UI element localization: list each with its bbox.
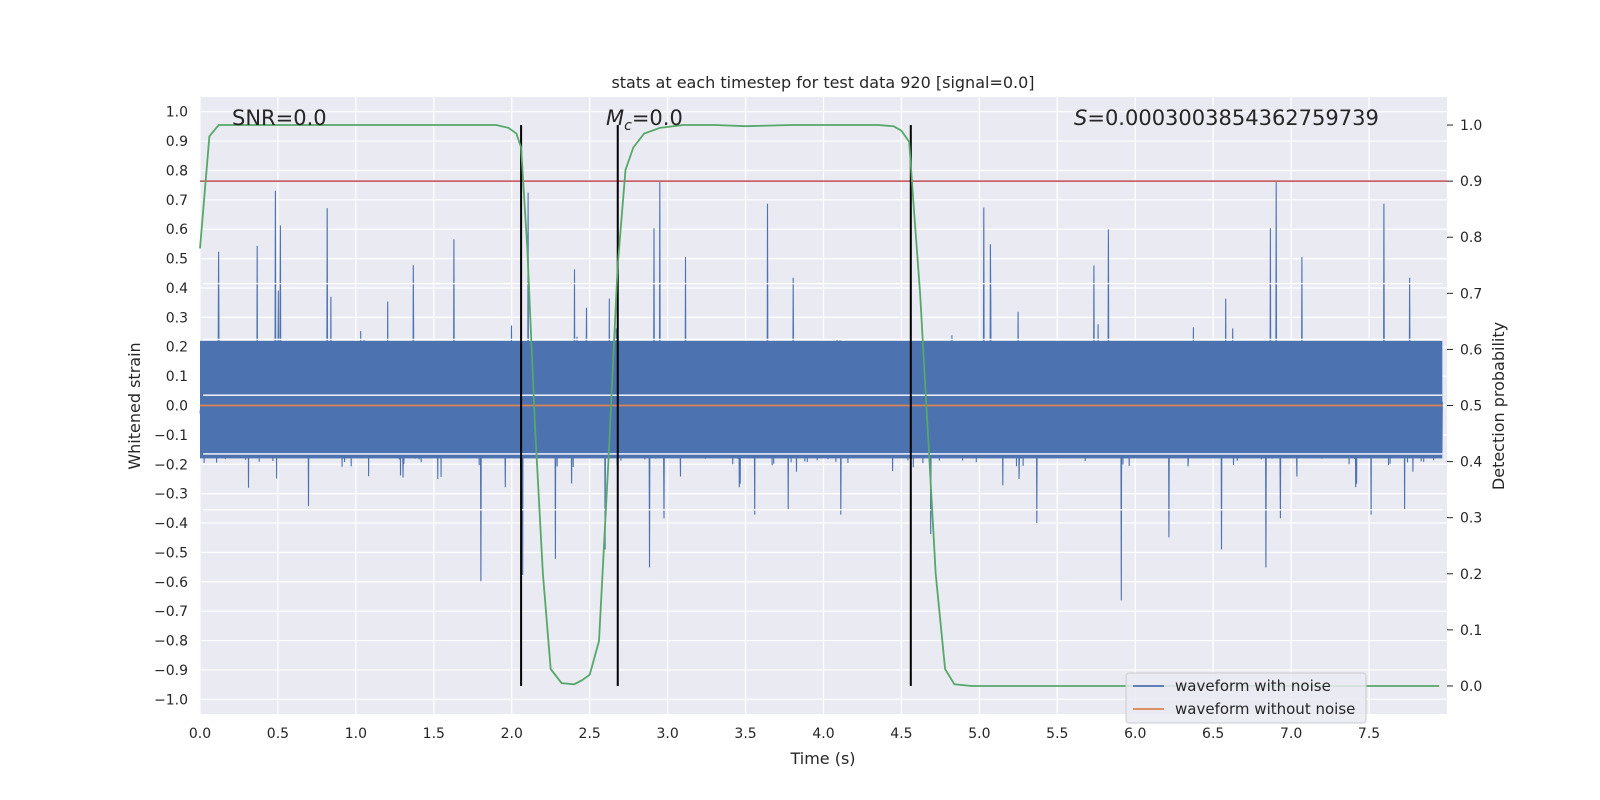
y-right-tick-label: 0.6 <box>1460 342 1482 358</box>
white-lines <box>203 282 1443 511</box>
legend-label-clean: waveform without noise <box>1175 700 1355 718</box>
y-axis-label: Whitened strain <box>125 342 144 469</box>
s-annotation: S=0.0003003854362759739 <box>1074 106 1379 130</box>
x-tick-label: 1.0 <box>345 726 367 742</box>
s-symbol: S <box>1074 106 1087 130</box>
y-right-tick-label: 0.2 <box>1460 567 1482 583</box>
detection-probability-line <box>199 124 1440 687</box>
x-axis-label: Time (s) <box>789 749 855 768</box>
y-tick-label: 1.0 <box>166 105 188 121</box>
y-tick-label: 0.6 <box>166 222 188 238</box>
y-tick-label: −0.1 <box>154 428 188 444</box>
y-tick-label: 0.2 <box>166 340 188 356</box>
chirp-mass-annotation: Mc=0.0 <box>606 106 683 134</box>
y-right-tick-label: 0.1 <box>1460 623 1482 639</box>
y-right-tick-label: 0.7 <box>1460 286 1482 302</box>
chirp-mass-value: =0.0 <box>632 106 683 130</box>
chirp-mass-symbol: M <box>606 106 624 130</box>
y-right-tick-label: 0.5 <box>1460 399 1482 415</box>
noise-series <box>199 182 1443 601</box>
y-right-tick-label: 0.3 <box>1460 511 1482 527</box>
snr-annotation: SNR=0.0 <box>232 106 327 130</box>
x-tick-label: 1.5 <box>423 726 445 742</box>
y-tick-label: 0.5 <box>166 252 188 268</box>
y-right-tick-label: 0.4 <box>1460 455 1482 471</box>
y-tick-label: −1.0 <box>154 692 188 708</box>
x-tick-label: 2.0 <box>501 726 523 742</box>
y-right-tick-label: 0.8 <box>1460 230 1482 246</box>
y-tick-label: −0.7 <box>154 604 188 620</box>
y-tick-label: −0.5 <box>154 545 188 561</box>
y-right-tick-label: 0.9 <box>1460 174 1482 190</box>
data-lines <box>199 124 1447 687</box>
legend-box <box>1125 672 1367 724</box>
y-tick-label: −0.6 <box>154 575 188 591</box>
x-tick-label: 3.5 <box>734 726 756 742</box>
x-tick-label: 2.5 <box>579 726 601 742</box>
x-tick-label: 0.0 <box>189 726 211 742</box>
x-tick-label: 3.0 <box>656 726 678 742</box>
x-tick-label: 4.5 <box>890 726 912 742</box>
y-right-axis-label: Detection probability <box>1489 322 1508 490</box>
y-right-tick-label: 1.0 <box>1460 118 1482 134</box>
y-tick-label: 0.3 <box>166 310 188 326</box>
x-tick-label: 7.0 <box>1280 726 1302 742</box>
y-tick-label: 0.8 <box>166 163 188 179</box>
x-tick-label: 0.5 <box>267 726 289 742</box>
y-tick-label: 0.1 <box>166 369 188 385</box>
x-tick-label: 7.5 <box>1358 726 1380 742</box>
legend-label-noise: waveform with noise <box>1175 677 1331 695</box>
waveform-noise-core <box>200 340 1443 459</box>
y-tick-label: −0.4 <box>154 516 188 532</box>
y-tick-label: 0.9 <box>166 134 188 150</box>
y-right-tick-labels: 1.0 0.9 0.8 0.7 0.6 0.5 0.4 0.3 0.2 0.1 0.0 <box>1447 118 1482 695</box>
x-tick-label: 4.0 <box>812 726 834 742</box>
y-tick-label: −0.8 <box>154 634 188 650</box>
legend: waveform with noise waveform without noi… <box>1125 672 1367 724</box>
x-tick-label: 5.0 <box>968 726 990 742</box>
y-tick-label: 0.4 <box>166 281 188 297</box>
y-tick-label: −0.2 <box>154 457 188 473</box>
y-tick-label: −0.3 <box>154 487 188 503</box>
y-tick-labels: 1.0 0.9 0.8 0.7 0.6 0.5 0.4 0.3 0.2 0.1 0.0 −0.1 −0.… <box>154 105 188 709</box>
y-tick-label: −0.9 <box>154 663 188 679</box>
y-tick-label: 0.7 <box>166 193 188 209</box>
s-value: =0.0003003854362759739 <box>1087 106 1379 130</box>
y-tick-label: 0.0 <box>166 399 188 415</box>
x-tick-label: 5.5 <box>1046 726 1068 742</box>
x-tick-label: 6.0 <box>1124 726 1146 742</box>
x-tick-labels: 0.0 0.5 1.0 1.5 2.0 2.5 3.0 3.5 4.0 4.5 5.0 5.5 6.0 6… <box>189 726 1380 742</box>
y-right-tick-label: 0.0 <box>1460 679 1482 695</box>
chart-title: stats at each timestep for test data 920… <box>611 73 1034 92</box>
chirp-mass-subscript: c <box>624 118 632 134</box>
x-tick-label: 6.5 <box>1202 726 1224 742</box>
